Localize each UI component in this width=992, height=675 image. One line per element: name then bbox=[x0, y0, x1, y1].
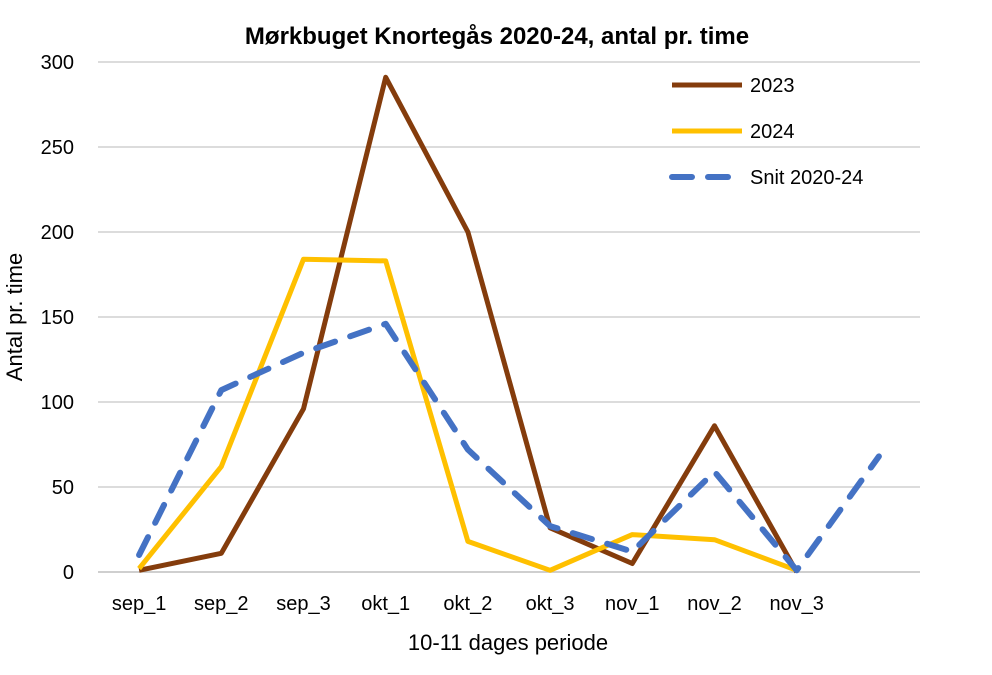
x-tick-label: sep_2 bbox=[194, 593, 249, 615]
y-tick-label: 0 bbox=[63, 562, 74, 584]
x-tick-label: okt_3 bbox=[526, 593, 575, 615]
legend: 2023 2024 Snit 2020-24 bbox=[669, 75, 863, 189]
y-tick-label: 150 bbox=[41, 307, 74, 329]
x-tick-label: nov_3 bbox=[769, 593, 824, 615]
y-tick-label: 100 bbox=[41, 392, 74, 414]
x-tick-label: sep_3 bbox=[276, 593, 331, 615]
x-tick-label: nov_2 bbox=[687, 593, 742, 615]
y-tick-label: 250 bbox=[41, 137, 74, 159]
y-axis-ticks: 0 50 100 150 200 250 300 bbox=[41, 52, 74, 584]
series-lines bbox=[136, 74, 882, 574]
x-axis-ticks: sep_1 sep_2 sep_3 okt_1 okt_2 okt_3 nov_1 nov_2… bbox=[112, 593, 824, 615]
x-tick-label: nov_1 bbox=[605, 593, 660, 615]
legend-label: 2024 bbox=[750, 121, 795, 143]
series-line-2023 bbox=[138, 74, 799, 574]
legend-label: 2023 bbox=[750, 75, 795, 97]
series-line-snit-2020-24 bbox=[136, 320, 882, 574]
series-line-2024 bbox=[137, 256, 798, 573]
y-axis-label: Antal pr. time bbox=[2, 253, 27, 381]
x-tick-label: okt_2 bbox=[443, 593, 492, 615]
chart-title: Mørkbuget Knortegås 2020-24, antal pr. t… bbox=[245, 23, 749, 50]
y-tick-label: 300 bbox=[41, 52, 74, 74]
y-tick-label: 50 bbox=[52, 477, 74, 499]
y-tick-label: 200 bbox=[41, 222, 74, 244]
x-axis-label: 10-11 dages periode bbox=[408, 630, 608, 655]
legend-label: Snit 2020-24 bbox=[750, 167, 863, 189]
x-tick-label: okt_1 bbox=[361, 593, 410, 615]
x-tick-label: sep_1 bbox=[112, 593, 167, 615]
gridlines bbox=[98, 61, 920, 573]
